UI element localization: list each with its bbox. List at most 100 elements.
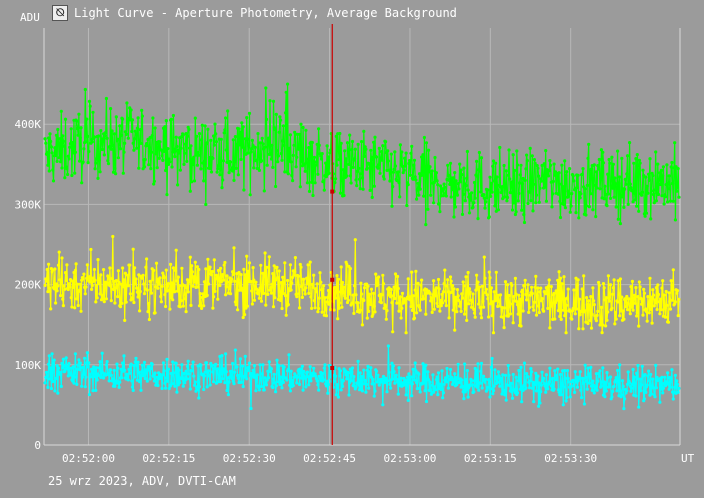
data-point <box>83 385 87 389</box>
data-point <box>78 288 82 292</box>
data-point <box>524 386 528 390</box>
data-point <box>534 193 539 197</box>
data-point <box>567 194 571 198</box>
data-point <box>173 155 177 159</box>
data-point <box>247 365 251 369</box>
data-point <box>429 299 433 303</box>
data-point <box>620 379 625 383</box>
data-point <box>591 379 595 383</box>
data-point <box>422 194 426 198</box>
data-point <box>43 283 47 287</box>
data-point <box>118 147 123 151</box>
data-point <box>480 284 484 288</box>
data-point <box>595 388 599 392</box>
data-point <box>176 148 180 152</box>
data-point <box>418 187 422 191</box>
data-point <box>415 197 419 201</box>
data-point <box>640 297 644 301</box>
data-point <box>487 270 491 274</box>
data-point <box>597 371 601 376</box>
data-point <box>397 181 401 185</box>
data-point <box>234 303 238 307</box>
data-point <box>558 314 562 319</box>
data-point <box>520 288 525 292</box>
data-point <box>599 384 604 388</box>
data-point <box>202 159 206 163</box>
data-point <box>423 167 427 171</box>
data-point <box>324 175 328 179</box>
data-point <box>300 284 304 289</box>
data-point <box>242 267 246 271</box>
data-point <box>81 277 85 281</box>
data-point <box>190 364 194 368</box>
data-point <box>389 152 393 156</box>
data-point <box>365 316 369 320</box>
data-point <box>346 371 350 375</box>
data-point <box>139 141 143 145</box>
data-point <box>439 385 443 389</box>
data-point <box>66 172 70 177</box>
data-point <box>338 301 342 305</box>
data-point <box>311 285 315 289</box>
data-point <box>49 145 54 149</box>
data-point <box>362 129 366 133</box>
data-point <box>335 163 339 167</box>
data-point <box>88 104 92 108</box>
data-point <box>441 301 445 305</box>
data-point <box>71 365 75 369</box>
data-point <box>608 382 612 386</box>
data-point <box>659 168 663 172</box>
data-point <box>149 287 153 291</box>
data-point <box>221 273 225 277</box>
data-point <box>380 158 384 162</box>
data-point <box>579 192 583 196</box>
data-point <box>343 296 347 300</box>
data-point <box>547 169 551 173</box>
data-point <box>211 156 215 160</box>
data-point <box>214 277 218 281</box>
data-point <box>589 167 594 171</box>
data-point <box>175 144 179 149</box>
data-point <box>250 289 254 293</box>
data-point <box>81 160 85 164</box>
data-point <box>601 282 606 286</box>
data-point <box>538 186 542 190</box>
data-point <box>508 177 512 181</box>
data-point <box>322 284 326 288</box>
data-point <box>121 285 125 289</box>
data-point <box>449 279 453 283</box>
data-point <box>614 205 618 209</box>
data-point <box>377 146 381 150</box>
data-point <box>189 144 193 148</box>
data-point <box>594 319 599 323</box>
data-point <box>564 399 568 403</box>
data-point <box>622 205 626 209</box>
data-point <box>140 276 144 280</box>
data-point <box>334 134 338 138</box>
data-point <box>342 285 346 289</box>
data-point <box>250 147 254 151</box>
data-point <box>549 304 553 308</box>
data-point <box>604 389 608 393</box>
data-point <box>250 302 254 306</box>
data-point <box>387 370 391 374</box>
data-point <box>71 279 75 283</box>
data-point <box>651 288 655 292</box>
data-point <box>203 370 207 374</box>
data-point <box>306 263 310 267</box>
data-point <box>497 299 501 303</box>
data-point <box>502 389 506 393</box>
data-point <box>463 312 467 316</box>
data-point <box>241 315 245 320</box>
data-point <box>667 174 671 178</box>
data-point <box>404 393 408 397</box>
data-point <box>380 293 384 297</box>
data-point <box>529 199 533 203</box>
data-point <box>219 280 223 284</box>
data-point <box>446 173 450 177</box>
data-point <box>463 199 467 203</box>
data-point <box>333 285 337 289</box>
data-point <box>608 161 612 165</box>
data-point <box>214 140 218 144</box>
